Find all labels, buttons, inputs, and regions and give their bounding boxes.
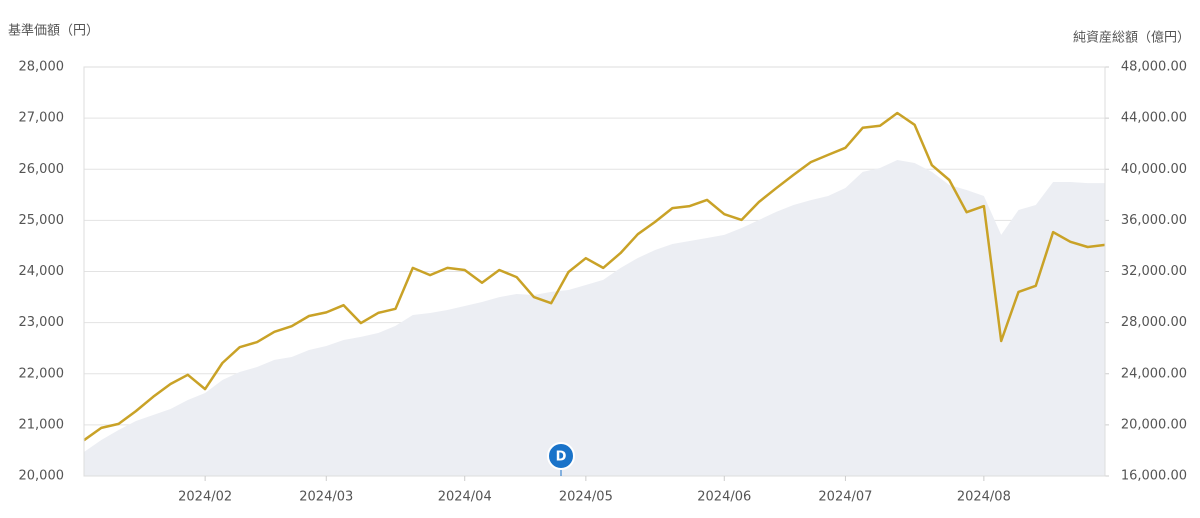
y2-tick-label: 28,000.00 (1121, 315, 1187, 330)
y-axis-title: 基準価額（円） (8, 23, 99, 39)
x-tick-label: 2024/03 (299, 490, 353, 505)
y2-tick-label: 36,000.00 (1121, 213, 1187, 228)
y2-tick-label: 16,000.00 (1121, 469, 1187, 484)
x-tick-label: 2024/08 (957, 490, 1011, 505)
x-tick-label: 2024/04 (438, 490, 492, 505)
y-tick-label: 28,000 (19, 60, 65, 75)
line (83, 111, 1106, 442)
y2-tick-label: 40,000.00 (1121, 162, 1187, 177)
y-tick-label: 25,000 (19, 213, 65, 228)
y2-tick-label: 32,000.00 (1121, 264, 1187, 279)
y-tick-label: 24,000 (19, 264, 65, 279)
y-tick-label: 21,000 (19, 417, 65, 432)
y2-axis-title: 純資産総額（億円） (1073, 30, 1190, 46)
x-tick-label: 2024/05 (559, 490, 613, 505)
y2-tick-label: 48,000.00 (1121, 60, 1187, 75)
y-tick-label: 26,000 (19, 162, 65, 177)
x-tick-label: 2024/06 (697, 490, 751, 505)
y2-tick-label: 20,000.00 (1121, 417, 1187, 432)
y-tick-label: 27,000 (19, 111, 65, 126)
y-tick-label: 23,000 (19, 315, 65, 330)
y2-tick-label: 44,000.00 (1121, 111, 1187, 126)
annotation-label: D (556, 450, 567, 465)
plot-frame (83, 66, 1106, 477)
y-tick-label: 20,000 (19, 469, 65, 484)
annotation-marker (547, 442, 575, 470)
x-tick-label: 2024/02 (178, 490, 232, 505)
y2-tick-label: 24,000.00 (1121, 366, 1187, 381)
y-tick-label: 22,000 (19, 366, 65, 381)
x-tick-label: 2024/07 (818, 490, 872, 505)
area (84, 160, 1105, 476)
